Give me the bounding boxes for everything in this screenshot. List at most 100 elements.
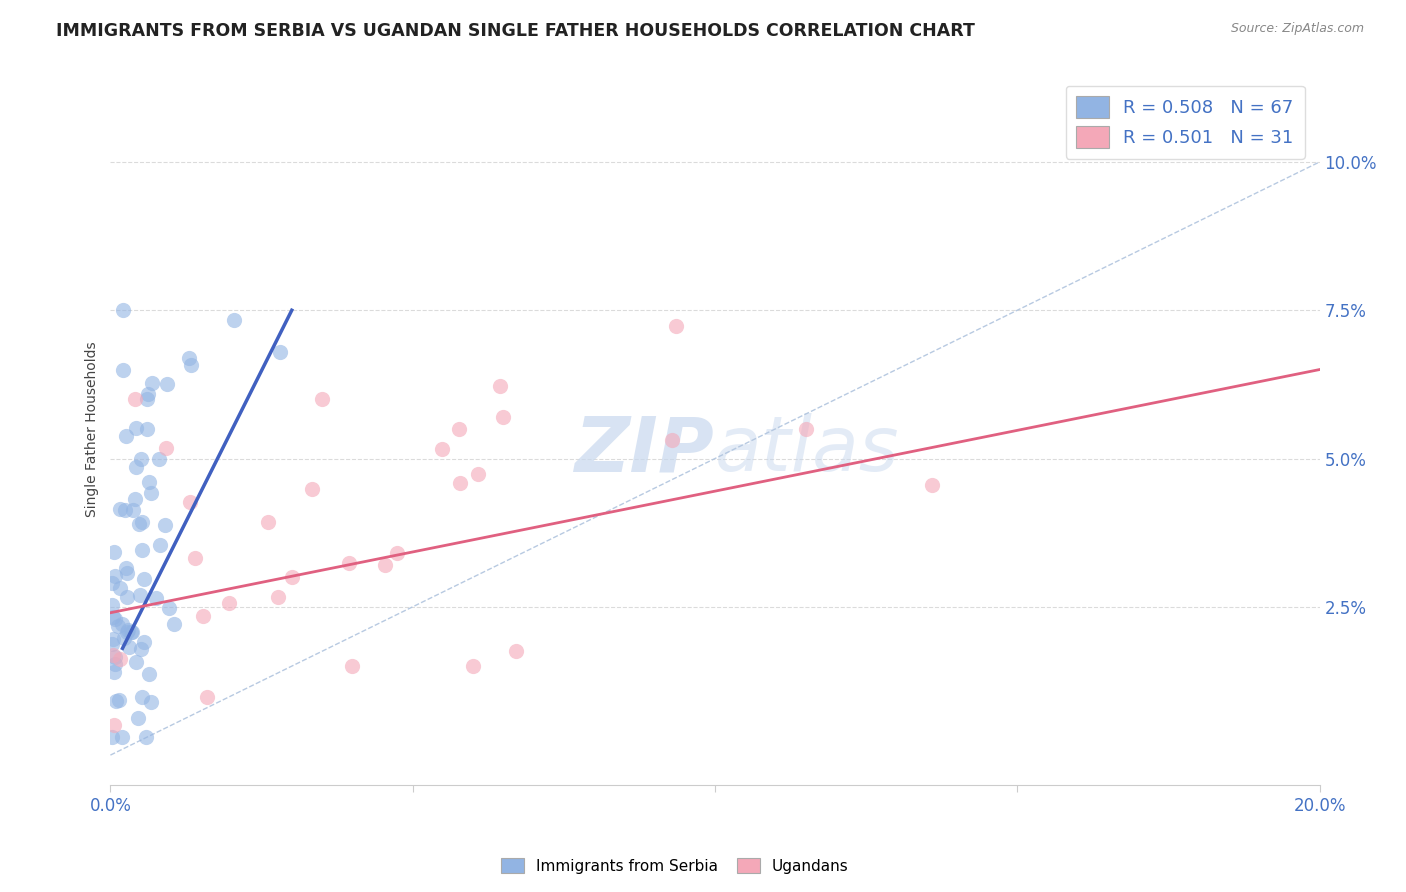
Point (101, 632, 124, 647)
Point (108, 581, 131, 595)
Point (112, 631, 135, 645)
Point (103, 545, 125, 559)
Point (111, 362, 134, 376)
Point (177, 351, 200, 365)
Legend: R = 0.508   N = 67, R = 0.501   N = 31: R = 0.508 N = 67, R = 0.501 N = 31 (1066, 86, 1305, 159)
Point (124, 491, 146, 506)
Point (156, 376, 179, 391)
Point (794, 422, 817, 436)
Point (104, 650, 127, 665)
Point (342, 659, 364, 673)
Point (447, 422, 470, 436)
Text: Source: ZipAtlas.com: Source: ZipAtlas.com (1230, 22, 1364, 36)
Point (114, 429, 136, 443)
Point (921, 478, 943, 492)
Point (179, 495, 201, 509)
Text: IMMIGRANTS FROM SERBIA VS UGANDAN SINGLE FATHER HOUSEHOLDS CORRELATION CHART: IMMIGRANTS FROM SERBIA VS UGANDAN SINGLE… (56, 22, 976, 40)
Point (269, 344, 291, 359)
Point (153, 518, 176, 533)
Point (492, 409, 515, 424)
Point (195, 690, 218, 705)
Point (108, 502, 131, 516)
Text: atlas: atlas (716, 413, 900, 487)
Point (129, 588, 152, 602)
Point (114, 561, 136, 575)
Point (449, 475, 471, 490)
Point (103, 648, 125, 662)
Point (505, 643, 527, 657)
Point (138, 667, 160, 681)
Point (281, 570, 304, 584)
Point (103, 665, 125, 679)
Point (104, 657, 127, 671)
Point (301, 482, 323, 496)
Point (131, 690, 153, 704)
Point (387, 546, 409, 560)
Point (131, 543, 153, 558)
Point (122, 503, 145, 517)
Point (108, 693, 131, 707)
Y-axis label: Single Father Households: Single Father Households (86, 341, 100, 516)
Point (115, 625, 138, 640)
Point (120, 624, 142, 639)
Point (138, 475, 160, 490)
Point (665, 319, 688, 334)
Point (114, 503, 136, 517)
Point (218, 596, 240, 610)
Point (100, 731, 122, 745)
Point (467, 467, 489, 482)
Point (111, 731, 134, 745)
Point (121, 625, 143, 640)
Point (267, 590, 290, 604)
Point (135, 731, 157, 745)
Point (101, 610, 124, 624)
Point (115, 566, 138, 580)
Point (139, 485, 162, 500)
Point (135, 422, 157, 436)
Text: ZIP: ZIP (575, 413, 716, 487)
Point (136, 386, 159, 401)
Point (129, 451, 152, 466)
Point (128, 517, 150, 532)
Point (125, 421, 148, 435)
Point (463, 659, 485, 673)
Point (139, 695, 162, 709)
Point (111, 303, 134, 318)
Point (180, 358, 202, 372)
Point (184, 551, 207, 566)
Point (311, 392, 333, 407)
Point (135, 392, 157, 407)
Point (100, 599, 122, 613)
Point (104, 569, 127, 583)
Point (129, 641, 152, 656)
Point (661, 434, 683, 448)
Point (118, 640, 141, 654)
Point (115, 590, 138, 604)
Point (108, 651, 131, 665)
Point (256, 515, 278, 529)
Point (193, 609, 215, 624)
Point (374, 558, 396, 573)
Point (107, 618, 129, 632)
Point (163, 616, 186, 631)
Point (224, 312, 246, 326)
Point (103, 718, 125, 732)
Point (489, 379, 512, 393)
Point (132, 635, 155, 649)
Point (105, 694, 128, 708)
Legend: Immigrants from Serbia, Ugandans: Immigrants from Serbia, Ugandans (495, 852, 855, 880)
Point (111, 616, 134, 631)
Point (117, 623, 139, 637)
Point (145, 591, 167, 605)
Point (125, 460, 148, 475)
Point (149, 539, 172, 553)
Point (125, 655, 148, 669)
Point (100, 637, 122, 651)
Point (141, 376, 163, 391)
Point (104, 612, 127, 626)
Point (100, 575, 122, 590)
Point (132, 572, 155, 586)
Point (157, 600, 180, 615)
Point (127, 711, 149, 725)
Point (430, 442, 453, 456)
